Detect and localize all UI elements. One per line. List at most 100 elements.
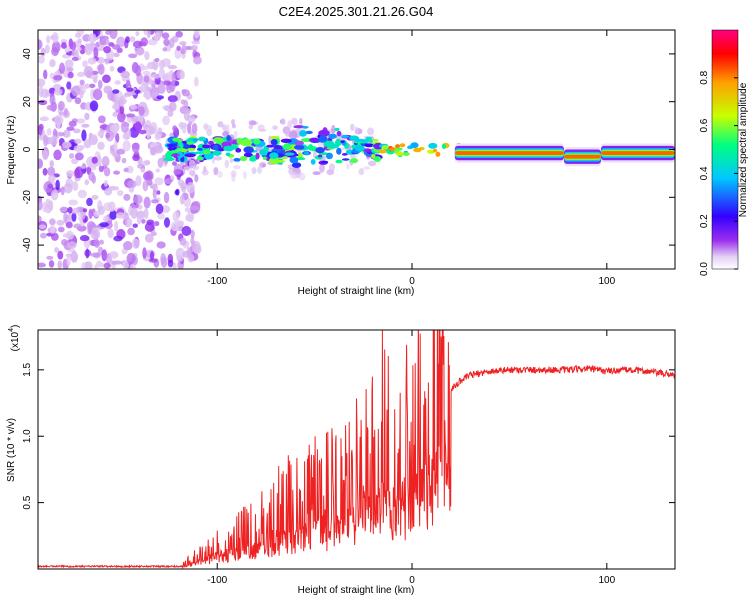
spectrogram-noise-blob [48,87,56,95]
spectrogram-noise-blob [140,80,147,93]
spectrogram-onset-blob [268,157,280,165]
spectrogram-noise-blob [172,125,178,132]
spectrogram-noise-blob [98,165,104,173]
spectrogram-onset-blob [335,159,343,164]
spectrogram-onset-blob [255,152,260,160]
spectrogram-noise-blob [90,88,95,101]
spectrogram-carrier-band [563,154,601,159]
spectrogram-noise-blob [74,32,82,39]
chart-title: C2E4.2025.301.21.26.G04 [279,4,434,19]
spectrogram-halo-blob [367,127,375,136]
spectrogram-noise-blob [71,212,77,222]
spectrogram-noise-blob [101,155,110,168]
spectrogram-onset-blob [317,154,323,158]
spectrogram-onset-blob [293,144,305,150]
spectrogram-onset-blob [208,140,214,145]
spectrogram-noise-blob [97,141,105,151]
spectrogram-noise-blob [38,224,47,230]
spectrogram-noise-blob [143,196,151,209]
spectrogram-noise-blob [109,124,119,133]
spectrogram-noise-blob [179,194,185,205]
spectrogram-noise-blob [157,157,164,168]
spectrogram-noise-blob [174,47,182,59]
spectrogram-noise-blob [82,208,88,213]
spectrogram-transition-blob [399,143,406,148]
spectrogram-noise-blob [133,194,143,205]
spectrogram-halo-blob [291,117,298,126]
spectrogram-noise-blob [99,222,109,228]
spectrogram-onset-blob [269,152,279,160]
spectrogram-noise-blob [113,140,118,153]
spectrogram-noise-blob [186,182,195,194]
spectrogram-halo-blob [188,121,193,126]
spectrogram-noise-blob [38,78,46,87]
spectrogram-noise-blob [77,189,87,199]
spectrogram-noise-blob [67,213,73,221]
spectrogram-xtick-label: -100 [207,276,227,287]
spectrogram-noise-blob [90,252,101,258]
snr-series-line [38,330,675,569]
spectrogram-halo-blob [290,172,298,179]
spectrogram-onset-blob [328,133,337,139]
spectrogram-halo-blob [233,130,238,139]
spectrogram-halo-blob [281,118,286,126]
spectrogram-noise-blob [112,111,118,117]
spectrogram-noise-blob [71,56,79,61]
spectrogram-noise-blob [57,226,65,233]
spectrogram-noise-blob [76,71,86,78]
spectrogram-onset-blob [301,125,309,129]
spectrogram-halo-blob [257,166,262,174]
spectrogram-noise-blob [116,148,126,155]
spectrogram-transition-blob [410,142,419,149]
colorbar-tick-label: 0.0 [699,262,710,276]
spectrogram-noise-blob [191,240,196,250]
spectrogram-noise-blob [172,210,180,223]
spectrogram-noise-blob [134,120,142,132]
spectrogram-halo-blob [231,123,236,129]
spectrogram-noise-blob [158,59,165,70]
spectrogram-transition-blob [402,152,410,156]
spectrogram-noise-blob [91,156,98,164]
spectrogram-noise-blob [48,260,55,268]
spectrogram-noise-blob [194,174,199,183]
spectrogram-noise-blob [122,260,130,269]
spectrogram-halo-blob [272,125,278,130]
spectrogram-noise-blob [123,241,133,251]
spectrogram-noise-blob [44,203,52,214]
spectrogram-noise-blob [49,59,56,68]
spectrogram-halo-blob [346,163,350,170]
spectrogram-noise-blob [79,235,90,242]
spectrogram-transition-blob [389,147,396,152]
spectrogram-noise-blob [88,135,99,146]
spectrogram-onset-blob [213,137,224,143]
spectrogram-noise-blob [93,238,101,248]
spectrogram-noise-blob [53,74,63,81]
spectrogram-onset-blob [350,158,358,164]
spectrogram-noise-blob [83,66,94,78]
spectrogram-noise-blob [102,215,109,223]
spectrogram-noise-blob [59,206,68,213]
spectrogram-onset-blob [249,156,257,162]
spectrogram-noise-blob [175,188,180,196]
spectrogram-heatmap [38,30,675,269]
colorbar-label: Normalized spectral amplitude [738,82,749,217]
spectrogram-noise-blob [140,167,146,173]
spectrogram-noise-blob [120,121,129,133]
spectrogram-noise-blob [138,129,147,135]
spectrogram-noise-blob [190,229,195,239]
spectrogram-noise-blob [63,107,68,117]
spectrogram-noise-blob [109,65,115,72]
spectrogram-noise-blob [88,83,96,89]
spectrogram-noise-blob [51,41,61,53]
spectrogram-onset-blob [163,157,175,162]
spectrogram-noise-blob [104,58,110,65]
spectrogram-onset-blob [233,157,241,162]
spectrogram-ytick-label: -40 [22,237,33,252]
spectrogram-noise-blob [175,247,185,260]
spectrogram-noise-blob [130,207,139,219]
spectrogram-ytick-label: 0 [22,146,33,152]
colorbar-tick-label: 0.8 [699,70,710,84]
colorbar-tick-label: 0.2 [699,214,710,228]
spectrogram-noise-blob [103,85,113,94]
